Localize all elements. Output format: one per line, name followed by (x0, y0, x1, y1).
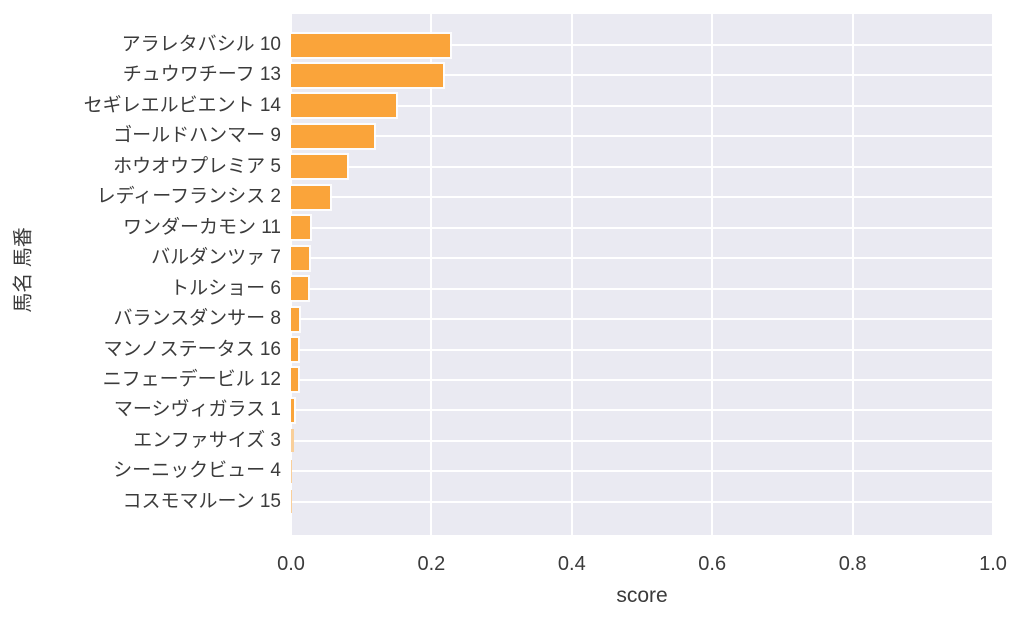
bar (291, 94, 397, 118)
y-tick-label: トルショー 6 (170, 277, 281, 299)
x-tick-label: 0.6 (698, 553, 727, 575)
gridline-vertical (570, 14, 573, 535)
y-tick-label: マーシヴィガラス 1 (113, 399, 281, 421)
bar (291, 307, 300, 331)
y-tick-label: ニフェーデービル 12 (102, 368, 281, 390)
y-tick-label: ゴールドハンマー 9 (113, 125, 281, 147)
x-tick-label: 0.8 (838, 553, 867, 575)
x-axis-label: score (616, 584, 668, 607)
gridline-horizontal (291, 500, 993, 503)
gridline-horizontal (291, 318, 993, 321)
y-tick-label: ホウオウプレミア 5 (113, 155, 281, 177)
bar (291, 338, 299, 361)
bar (291, 459, 293, 483)
gridline-horizontal (291, 470, 993, 473)
bar (291, 216, 310, 240)
gridline-vertical (291, 14, 292, 535)
y-tick-label: アラレタバシル 10 (121, 34, 281, 55)
bar (291, 155, 348, 179)
y-tick-label: エンファサイズ 3 (133, 429, 281, 451)
gridline-vertical (851, 14, 854, 535)
bar (291, 429, 294, 453)
gridline-horizontal (291, 226, 993, 229)
y-tick-label: マンノステータス 16 (103, 338, 281, 360)
gridline-vertical (711, 14, 714, 535)
gridline-horizontal (291, 287, 993, 290)
gridline-horizontal (291, 44, 993, 46)
gridline-vertical (430, 14, 433, 535)
y-tick-label: チュウワチーフ 13 (122, 64, 281, 86)
gridline-horizontal (291, 104, 993, 107)
y-tick-label: バランスダンサー 8 (113, 308, 281, 330)
bar (291, 277, 308, 301)
bar (291, 246, 309, 270)
gridline-horizontal (291, 439, 993, 442)
bar (291, 124, 374, 148)
gridline-horizontal (291, 74, 993, 77)
gridline-horizontal (291, 378, 993, 381)
gridline-horizontal (291, 409, 993, 412)
gridline-horizontal (291, 257, 993, 260)
gridline-horizontal (291, 348, 993, 351)
gridline-horizontal (291, 135, 993, 138)
bar (291, 185, 331, 209)
y-tick-label: シーニックビュー 4 (113, 460, 281, 482)
x-tick-label: 0.2 (417, 553, 446, 575)
bar (291, 398, 295, 422)
gridline-vertical (992, 14, 993, 535)
y-tick-label: ワンダーカモン 11 (122, 216, 281, 238)
gridline-horizontal (291, 165, 993, 168)
plot-area (291, 14, 993, 535)
y-tick-label: コスモマルーン 15 (122, 490, 281, 512)
y-tick-label: レディーフランシス 2 (96, 186, 281, 208)
gridline-horizontal (291, 196, 993, 199)
x-tick-label: 0.0 (277, 553, 305, 575)
bar (291, 63, 444, 87)
bar (291, 33, 451, 57)
bar (291, 368, 298, 392)
x-tick-label: 0.4 (557, 553, 586, 575)
y-tick-label: バルダンツァ 7 (151, 247, 281, 269)
y-tick-label: セギレエルビエント 14 (83, 94, 281, 116)
x-tick-label: 1.0 (979, 553, 1007, 575)
bar (291, 490, 293, 514)
